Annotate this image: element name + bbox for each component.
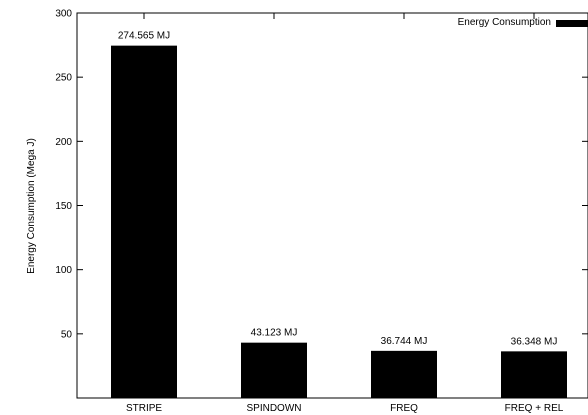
bar-stripe: [111, 45, 177, 399]
bar-value-label: 36.348 MJ: [511, 336, 558, 347]
x-tick-label: STRIPE: [126, 403, 162, 414]
legend-swatch: [556, 20, 588, 27]
plot-frame: [76, 12, 588, 399]
y-tick-label: 100: [55, 265, 72, 276]
y-axis-label: Energy Consumption (Mega J): [26, 138, 37, 274]
x-tick-label: FREQ + REL: [505, 403, 564, 414]
bar-value-label: 36.744 MJ: [381, 336, 428, 347]
x-tick-label: FREQ: [390, 403, 418, 414]
y-tick-label: 250: [55, 73, 72, 84]
bar-freq-rel: [501, 351, 567, 398]
x-tick-label: SPINDOWN: [247, 403, 302, 414]
legend: Energy Consumption: [458, 17, 588, 28]
legend-label: Energy Consumption: [458, 17, 551, 28]
y-tick-label: 200: [55, 137, 72, 148]
bar-value-label: 43.123 MJ: [251, 328, 298, 339]
y-tick-label: 150: [55, 201, 72, 212]
bar-value-label: 274.565 MJ: [118, 31, 170, 42]
bar-spindown: [241, 342, 307, 398]
bar-freq: [371, 350, 437, 398]
y-tick-label: 300: [55, 9, 72, 20]
bars: 274.565 MJ 43.123 MJ 36.744 MJ 36.348 MJ: [111, 31, 567, 399]
x-axis-ticks: STRIPE SPINDOWN FREQ FREQ + REL: [126, 13, 564, 414]
y-tick-label: 50: [61, 329, 73, 340]
